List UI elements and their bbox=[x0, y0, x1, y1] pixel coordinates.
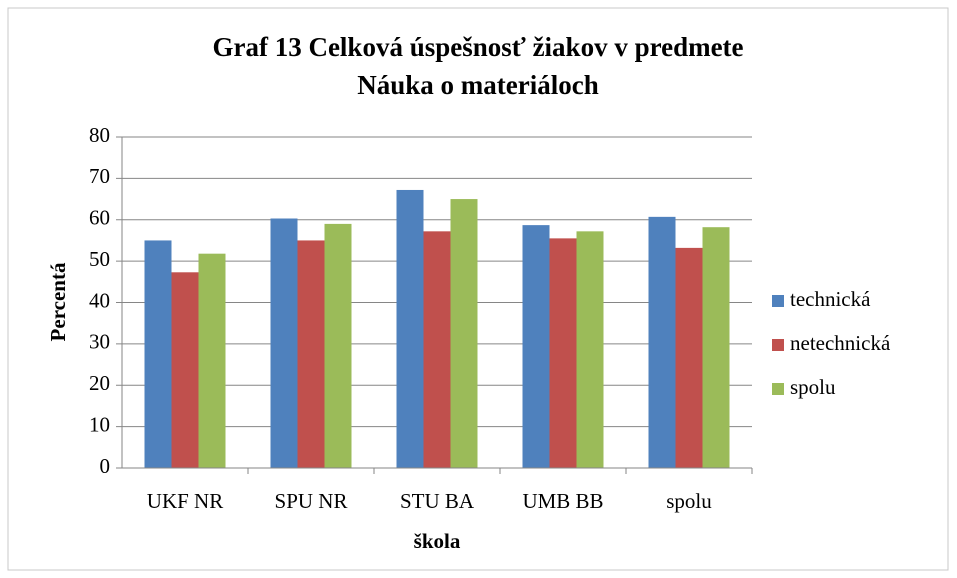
y-tick-label: 20 bbox=[89, 371, 110, 395]
legend-label: spolu bbox=[790, 375, 836, 399]
bar bbox=[675, 247, 703, 468]
x-tick-label: spolu bbox=[666, 489, 712, 513]
x-axis-title: škola bbox=[414, 529, 461, 553]
bar bbox=[297, 240, 325, 468]
bar bbox=[270, 218, 298, 468]
bar bbox=[522, 225, 550, 468]
x-tick-label: SPU NR bbox=[275, 489, 348, 513]
y-tick-label: 60 bbox=[89, 206, 110, 230]
y-tick-label: 30 bbox=[89, 330, 110, 354]
bar bbox=[144, 240, 172, 468]
legend-label: technická bbox=[790, 287, 871, 311]
legend-swatch bbox=[772, 339, 784, 351]
y-axis-title: Percentá bbox=[46, 262, 70, 341]
y-tick-label: 10 bbox=[89, 412, 110, 436]
bar bbox=[702, 227, 730, 468]
bar bbox=[576, 231, 604, 468]
legend-swatch bbox=[772, 383, 784, 395]
bar bbox=[549, 238, 577, 468]
x-tick-label: STU BA bbox=[400, 489, 475, 513]
bar bbox=[324, 223, 352, 468]
y-tick-label: 70 bbox=[89, 164, 110, 188]
chart-title: Graf 13 Celková úspešnosť žiakov v predm… bbox=[212, 32, 743, 62]
legend-label: netechnická bbox=[790, 331, 891, 355]
y-tick-label: 50 bbox=[89, 247, 110, 271]
x-tick-label: UMB BB bbox=[522, 489, 603, 513]
bar bbox=[423, 231, 451, 468]
bar bbox=[648, 216, 676, 468]
x-tick-label: UKF NR bbox=[147, 489, 223, 513]
y-tick-label: 0 bbox=[100, 454, 111, 478]
bar bbox=[396, 189, 424, 468]
legend-swatch bbox=[772, 295, 784, 307]
chart-title: Náuka o materiáloch bbox=[357, 70, 598, 100]
bar bbox=[198, 253, 226, 468]
y-tick-label: 80 bbox=[89, 123, 110, 147]
bar bbox=[171, 272, 199, 468]
y-tick-label: 40 bbox=[89, 288, 110, 312]
bar bbox=[450, 199, 478, 468]
